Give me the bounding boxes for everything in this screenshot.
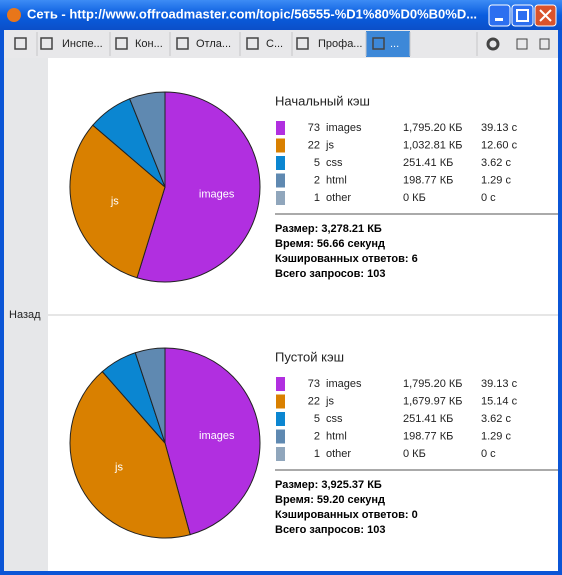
time: 1.29 с (481, 430, 511, 442)
time: 0 с (481, 448, 496, 460)
size: 0 КБ (403, 192, 426, 204)
minimize-button[interactable] (488, 4, 511, 27)
toolbar (4, 30, 558, 58)
size: 198.77 КБ (403, 430, 453, 442)
time: 0 с (481, 192, 496, 204)
summary-line: Кэшированных ответов: 6 (275, 253, 418, 265)
summary-line: Всего запросов: 103 (275, 524, 385, 536)
count: 73 (308, 378, 320, 390)
type-name: css (326, 413, 343, 425)
tab-icon (372, 37, 385, 50)
size: 0 КБ (403, 448, 426, 460)
type-name: html (326, 174, 347, 186)
swatch (276, 156, 285, 170)
time: 1.29 с (481, 174, 511, 186)
pie-slice (164, 347, 261, 536)
size: 1,679.97 КБ (403, 395, 463, 407)
tab-icon (176, 37, 189, 50)
count: 1 (314, 192, 320, 204)
count: 73 (308, 122, 320, 134)
count: 22 (308, 395, 320, 407)
type-name: images (326, 378, 362, 390)
summary-line: Всего запросов: 103 (275, 268, 385, 280)
tab-label[interactable]: Профа... (318, 38, 362, 50)
tab-icon (296, 37, 309, 50)
slice-label: js (114, 462, 123, 474)
swatch (276, 121, 285, 135)
summary-line: Время: 56.66 секунд (275, 238, 385, 250)
time: 3.62 с (481, 413, 511, 425)
pie-slice (69, 370, 191, 539)
tab-label[interactable]: Отла... (196, 38, 231, 50)
slice-label: images (199, 430, 235, 442)
size: 1,795.20 КБ (403, 378, 463, 390)
swatch (276, 138, 285, 153)
sidebar[interactable] (4, 58, 48, 571)
size: 251.41 КБ (403, 157, 453, 169)
summary-line: Время: 59.20 секунд (275, 494, 385, 506)
slice-label: js (110, 195, 119, 207)
time: 3.62 с (481, 157, 511, 169)
time: 15.14 с (481, 395, 518, 407)
tab-icon (115, 37, 128, 50)
pie-slice (69, 124, 166, 279)
size: 251.41 КБ (403, 413, 453, 425)
back-label[interactable]: Назад (9, 309, 41, 321)
size: 1,795.20 КБ (403, 122, 463, 134)
swatch (276, 447, 285, 461)
count: 2 (314, 174, 320, 186)
summary-line: Кэшированных ответов: 0 (275, 509, 418, 521)
toolbar-icons (486, 37, 550, 51)
swatch (276, 377, 285, 391)
panel-title: Начальный кэш (275, 93, 370, 108)
count: 22 (308, 139, 320, 151)
count: 5 (314, 413, 320, 425)
app-icon (7, 8, 21, 22)
type-name: html (326, 430, 347, 442)
tab-icon (246, 37, 259, 50)
tab-label[interactable]: Инспе... (62, 38, 103, 50)
size: 1,032.81 КБ (403, 139, 463, 151)
type-name: images (326, 122, 362, 134)
pie-slice (136, 91, 261, 283)
swatch (276, 429, 285, 444)
icon (539, 9, 552, 22)
slice-label: images (199, 189, 235, 201)
swatch (276, 394, 285, 409)
count: 5 (314, 157, 320, 169)
tab-icon (14, 37, 27, 50)
time: 12.60 с (481, 139, 518, 151)
size: 198.77 КБ (403, 174, 453, 186)
window-title: Сеть - http://www.offroadmaster.com/topi… (27, 6, 477, 21)
title-bar (0, 0, 562, 30)
count: 2 (314, 430, 320, 442)
tab-label[interactable]: ... (390, 38, 399, 50)
icon (516, 9, 529, 22)
maximize-button[interactable] (511, 4, 534, 27)
type-name: css (326, 157, 343, 169)
summary-line: Размер: 3,278.21 КБ (275, 223, 382, 235)
type-name: js (325, 139, 334, 151)
tab-icon (40, 37, 53, 50)
time: 39.13 с (481, 378, 518, 390)
swatch (276, 412, 285, 426)
swatch (276, 191, 285, 205)
time: 39.13 с (481, 122, 518, 134)
tab-label[interactable]: С... (266, 38, 283, 50)
type-name: other (326, 192, 351, 204)
type-name: js (325, 395, 334, 407)
swatch (276, 173, 285, 188)
tab-label[interactable]: Кон... (135, 38, 163, 50)
count: 1 (314, 448, 320, 460)
icon (495, 18, 503, 21)
summary-line: Размер: 3,925.37 КБ (275, 479, 382, 491)
panel-title: Пустой кэш (275, 349, 344, 364)
type-name: other (326, 448, 351, 460)
